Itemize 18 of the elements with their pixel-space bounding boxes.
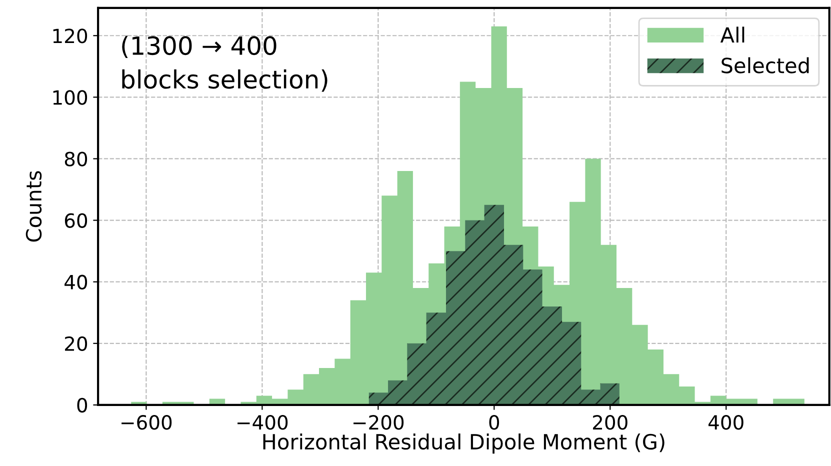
y-tick-label: 100 [53,90,88,105]
y-tick-label: 80 [64,152,88,166]
y-tick-label: 60 [64,213,88,228]
x-tick-label: −400 [238,415,288,430]
y-axis-title: Counts [26,171,42,242]
x-tick-label: 0 [489,415,500,430]
x-tick-label: −600 [122,415,172,430]
x-axis-title: Horizontal Residual Dipole Moment (G) [263,433,664,454]
x-tick-label: −200 [354,415,404,430]
y-tick-label: 40 [64,274,88,290]
y-tick-label: 120 [53,28,88,44]
legend-label: Selected [722,57,809,74]
annotation: (1300 → 400 blocks selection) [122,36,328,92]
y-tick-label: 0 [77,398,88,413]
y-tick-label: 20 [65,336,88,352]
x-tick-label: 200 [592,415,628,430]
x-tick-label: 400 [708,415,744,430]
legend-label: All [720,26,744,42]
